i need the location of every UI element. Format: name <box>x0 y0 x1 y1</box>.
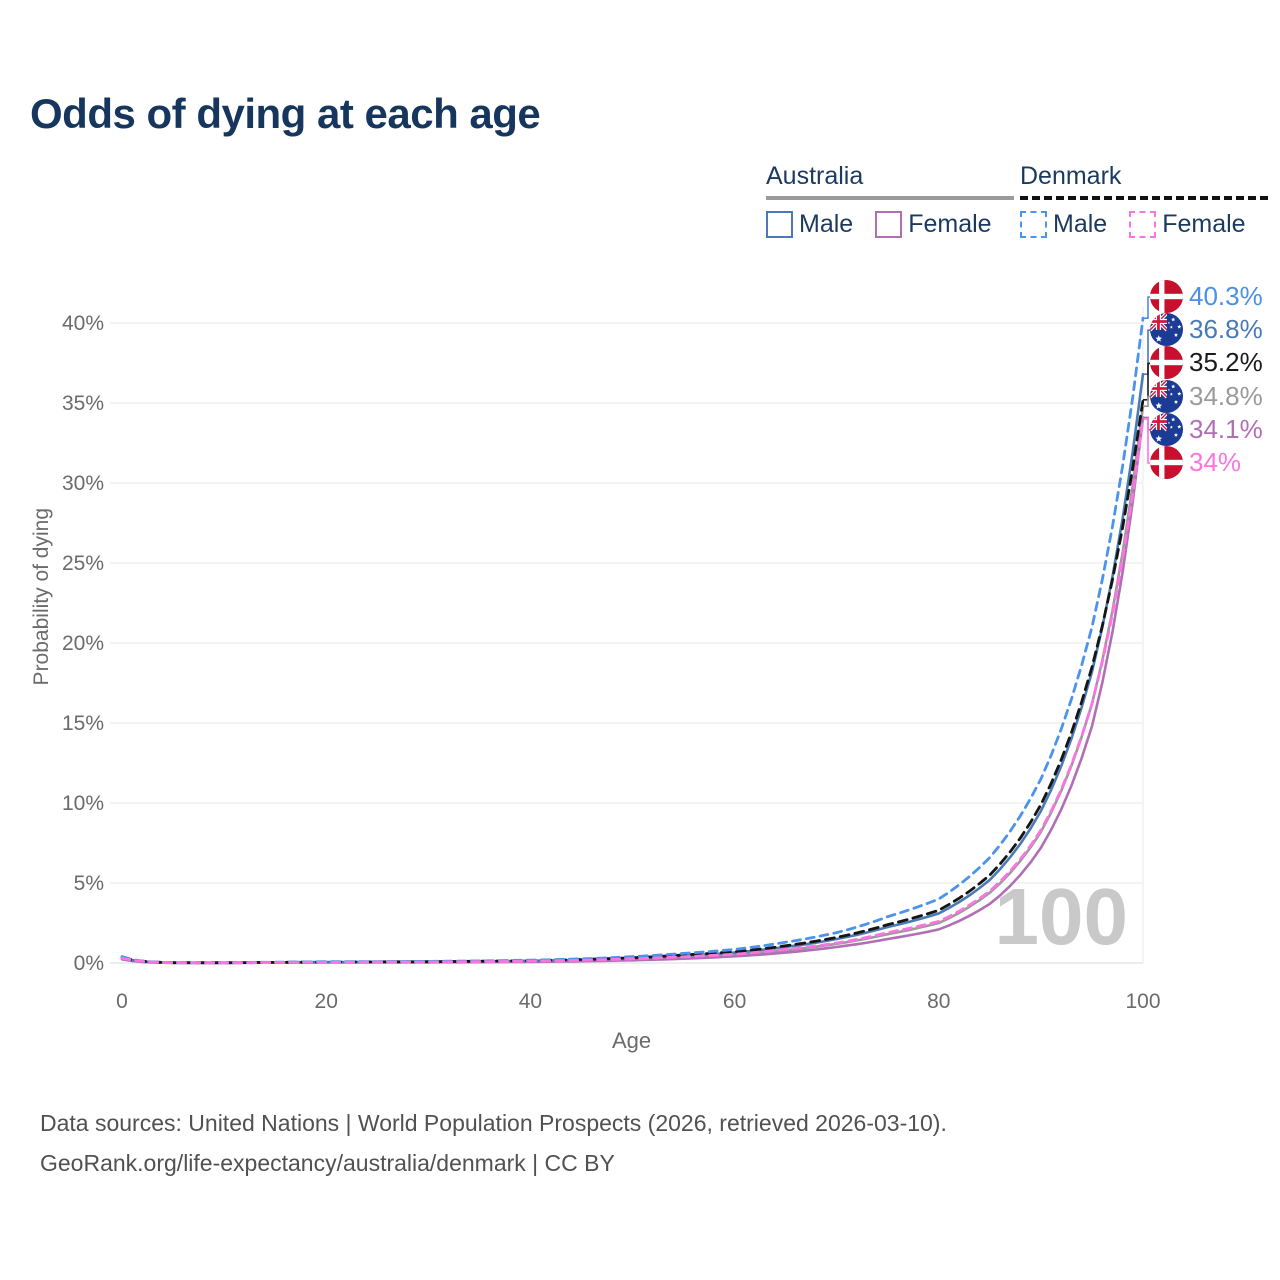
denmark-flag-icon <box>1150 280 1183 313</box>
page-title: Odds of dying at each age <box>30 90 541 137</box>
x-tick-label: 40 <box>519 990 542 1013</box>
legend-title-australia: Australia <box>766 162 864 190</box>
y-tick-label: 35% <box>62 392 104 415</box>
legend-item-denmark-male[interactable]: Male <box>1020 210 1107 239</box>
end-label-value: 35.2% <box>1189 347 1263 378</box>
legend-label: Female <box>1162 210 1246 238</box>
legend-swatch-denmark-male <box>1020 211 1047 238</box>
end-label-value: 40.3% <box>1189 281 1263 311</box>
series-line-denmark-male <box>120 316 1145 965</box>
end-label-connector-denmark-male <box>1143 296 1152 319</box>
end-label-connector-denmark-total <box>1143 362 1152 401</box>
legend-swatch-australia-male <box>766 211 793 238</box>
australia-flag-icon <box>1150 379 1183 413</box>
australia-flag-icon <box>1150 313 1183 347</box>
end-label-value: 34.1% <box>1189 413 1263 444</box>
end-label-denmark-total: 35.2% <box>1150 346 1263 380</box>
legend-underline-denmark <box>1020 196 1268 200</box>
y-tick-label: 40% <box>62 312 104 335</box>
legend-title-denmark: Denmark <box>1020 162 1122 190</box>
watermark-age-100: 100 <box>995 872 1128 961</box>
australia-flag-icon <box>1150 412 1183 446</box>
legend-group-denmark: Denmark Male Female <box>1020 162 1268 239</box>
end-label-australia-male: 36.8% <box>1150 313 1263 347</box>
legend-group-australia: Australia Male Female <box>766 162 1014 239</box>
y-tick-label: 30% <box>62 472 104 495</box>
end-label-australia-female: 34.1% <box>1150 412 1263 446</box>
legend-underline-australia <box>766 196 1014 200</box>
footer-attribution: GeoRank.org/life-expectancy/australia/de… <box>40 1150 615 1176</box>
y-tick-label: 20% <box>62 632 104 655</box>
end-label-denmark-male: 40.3% <box>1150 280 1263 313</box>
y-tick-label: 0% <box>74 952 104 975</box>
x-tick-label: 80 <box>927 990 950 1013</box>
end-label-connectors <box>1143 296 1152 464</box>
legend-label: Male <box>1053 210 1108 238</box>
gridlines <box>110 307 1144 964</box>
end-label-australia-total: 34.8% <box>1150 379 1263 413</box>
legend-label: Male <box>799 210 854 238</box>
x-axis-title: Age <box>612 1028 652 1053</box>
legend-item-australia-female[interactable]: Female <box>875 210 992 239</box>
x-tick-label: 20 <box>315 990 338 1013</box>
x-tick-label: 0 <box>116 990 128 1013</box>
end-label-value: 34.8% <box>1189 380 1263 411</box>
legend-swatch-denmark-female <box>1129 211 1157 238</box>
legend-item-australia-male[interactable]: Male <box>766 210 853 239</box>
y-tick-label: 10% <box>62 792 104 815</box>
series-line-denmark-female <box>120 417 1145 965</box>
denmark-flag-icon <box>1150 346 1183 380</box>
legend-swatch-australia-female <box>875 211 903 238</box>
end-label-denmark-female: 34% <box>1150 446 1241 479</box>
denmark-flag-icon <box>1150 446 1183 479</box>
x-tick-label: 100 <box>1125 990 1160 1013</box>
y-tick-label: 15% <box>62 712 104 735</box>
legend-item-denmark-female[interactable]: Female <box>1129 210 1246 239</box>
legend-label: Female <box>908 210 992 238</box>
y-tick-label: 5% <box>74 872 104 895</box>
x-tick-label: 60 <box>723 990 746 1013</box>
end-label-connector-australia-male <box>1143 329 1152 375</box>
footer-data-sources: Data sources: United Nations | World Pop… <box>40 1110 947 1136</box>
end-label-connector-denmark-female <box>1143 418 1152 464</box>
end-label-value: 34% <box>1189 447 1242 477</box>
axis-ticks: 0% 5% 10% 15% 20% 25% 30% 35% 40% 0 20 40 60 80 100 <box>62 312 1161 1013</box>
end-label-connector-australia-total <box>1143 395 1152 407</box>
y-tick-label: 25% <box>62 552 104 575</box>
end-label-value: 36.8% <box>1189 314 1263 345</box>
